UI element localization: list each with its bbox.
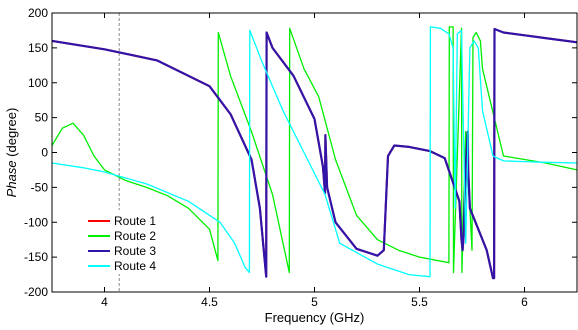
legend-label-4: Route 4: [114, 259, 156, 273]
series-layer: [51, 26, 578, 280]
series-line-2: [51, 26, 578, 274]
x-tick-label: 5.5: [411, 295, 428, 309]
y-tick-label: 0: [41, 146, 48, 160]
y-tick-label: 200: [28, 6, 48, 20]
y-tick-label: 150: [28, 41, 48, 55]
x-tick-label: 4.5: [201, 295, 218, 309]
x-tick-label: 5: [311, 295, 318, 309]
legend-label-2: Route 2: [114, 229, 156, 243]
y-axis-label-unit: (degree): [4, 108, 19, 161]
y-tick-label: 50: [35, 111, 49, 125]
y-tick-label: -50: [31, 180, 49, 194]
y-tick-label: 100: [28, 76, 48, 90]
legend-label-3: Route 3: [114, 244, 156, 258]
x-tick-label: 6: [521, 295, 528, 309]
y-axis-label-italic: Phase: [4, 160, 19, 197]
ticks-layer: 4 4.5 5 5.5 6 -200 -150 -100 -50 0 50 100 150 200: [24, 6, 577, 309]
x-tick-label: 4: [101, 295, 108, 309]
y-tick-label: -100: [24, 215, 48, 229]
series-line-4: [51, 26, 578, 278]
x-axis-label: Frequency (GHz): [265, 310, 365, 325]
series-line-3: [51, 27, 578, 280]
y-axis-label: Phase (degree): [4, 108, 19, 198]
y-tick-label: -150: [24, 250, 48, 264]
legend-label-1: Route 1: [114, 214, 156, 228]
y-tick-label: -200: [24, 285, 48, 299]
